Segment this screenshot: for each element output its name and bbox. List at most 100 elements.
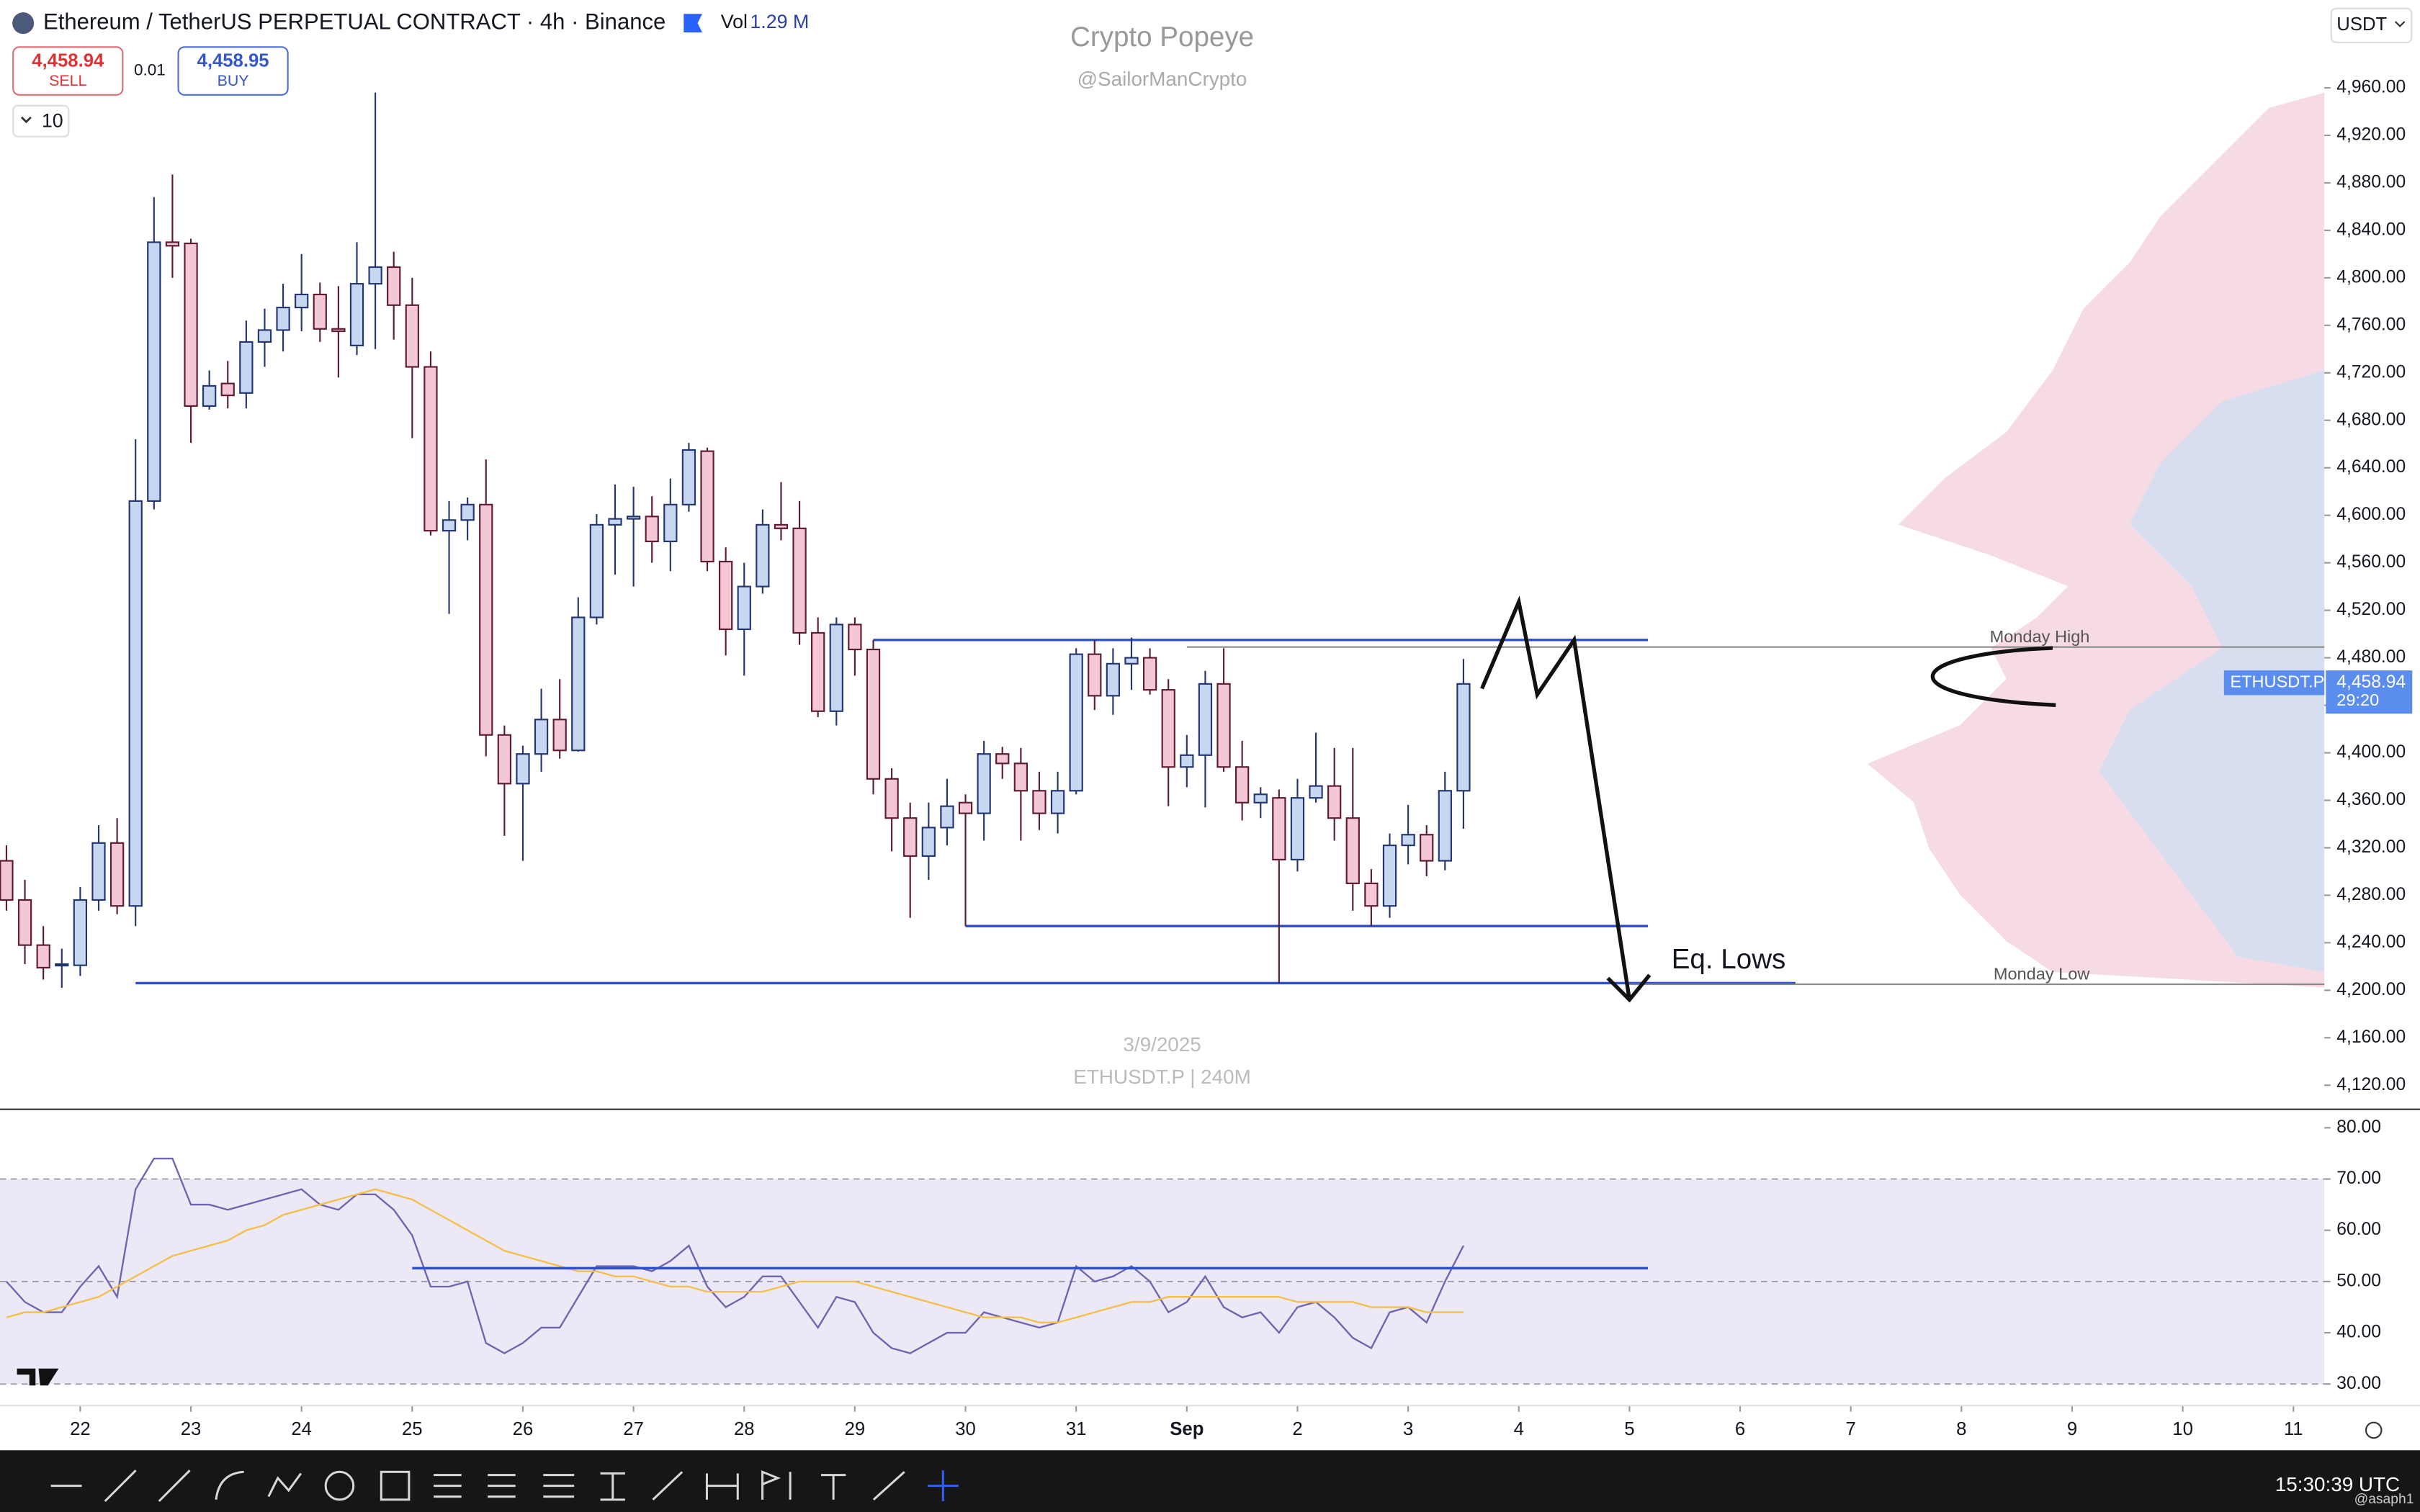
candle-body [1382,845,1397,907]
candle-body [165,241,180,247]
candle-body [1180,754,1194,768]
candle-body [1088,653,1102,697]
candle-body [424,366,438,532]
level-label: Monday Low [1994,964,2091,983]
y-tick-label: 4,920.00 [2336,125,2406,145]
y-tick-label: 4,680.00 [2336,410,2406,429]
sell-price: 4,458.94 [32,51,104,71]
candle-body [497,734,511,785]
candle-body [1420,834,1434,862]
x-tick-label: 2 [1292,1419,1302,1439]
symbol-title: Ethereum / TetherUS PERPETUAL CONTRACT ·… [43,9,666,34]
candle-body [147,241,161,502]
tool-circle[interactable] [324,1470,355,1501]
candle-body [36,944,50,969]
candle-body [1216,683,1231,768]
y-tick-label: 4,480.00 [2336,647,2406,667]
volume-profile-value-area [2099,370,2325,972]
tool-forecast[interactable] [761,1470,792,1500]
settings-icon[interactable] [2365,1421,2383,1439]
candle-body [977,753,991,814]
candle-body [700,450,714,563]
tool-rect[interactable] [380,1470,411,1501]
x-tick-label: 11 [2284,1419,2303,1439]
candle-body [349,283,364,346]
tool-lines[interactable] [543,1474,575,1498]
tool-channel[interactable] [488,1474,516,1498]
candle-body [1032,790,1047,814]
indicators-toggle[interactable] [12,104,70,138]
candle-body [534,719,549,755]
candle-body [1456,683,1471,792]
candle-body [128,500,143,907]
y-tick-label: 4,840.00 [2336,220,2406,239]
tool-crosshair[interactable] [927,1470,959,1501]
symbol-logo [12,12,35,35]
candle-body [313,293,327,330]
projection-path [1480,595,1632,1000]
y-tick-label: 4,760.00 [2336,315,2406,334]
candle-body [460,503,475,521]
y-tick-label: 4,560.00 [2336,552,2406,572]
candle-body [848,624,862,651]
y-tick-label: 40.00 [2336,1323,2381,1342]
candle-body [0,860,14,901]
spread: 0.01 [134,61,166,79]
x-tick-label: 7 [1846,1419,1856,1439]
candle-body [718,560,733,631]
candle-body [442,519,457,532]
candle-body [1234,766,1250,804]
x-tick-label: 25 [402,1419,423,1439]
x-tick-label: 8 [1956,1419,1966,1439]
candle-body [220,382,235,397]
candle-body [792,527,807,634]
candle-body [295,293,309,309]
last-price-label: 4,458.94 [2336,672,2406,692]
tool-curve[interactable] [215,1470,244,1500]
indicator-count: 10 [42,109,63,131]
candle-body [1013,762,1028,792]
buy-button[interactable] [177,46,289,96]
tool-range[interactable] [705,1473,739,1500]
candle-body [940,805,954,829]
candle-body [109,842,125,907]
tool-ray[interactable] [158,1470,191,1503]
x-tick-label: 23 [181,1419,202,1439]
x-tick-label: 28 [734,1419,755,1439]
sell-button[interactable] [12,46,124,96]
x-tick-label: 22 [70,1419,91,1439]
tool-measure[interactable] [600,1472,625,1501]
x-tick-label: 29 [845,1419,866,1439]
tool-pattern[interactable] [652,1471,684,1500]
candle-body [331,328,346,333]
last-price-tag [2326,670,2413,714]
annotation: Eq. Lows [1672,944,1786,975]
candle-body [1345,817,1360,884]
candle-body [257,329,272,343]
candle-body [921,827,936,858]
buy-label: BUY [218,72,249,89]
currency-select[interactable] [2330,7,2413,43]
tool-brush[interactable] [872,1471,905,1500]
candle-body [1142,657,1157,691]
x-tick-label: 30 [955,1419,976,1439]
candle-body [552,719,567,752]
x-tick-label: 4 [1514,1419,1524,1439]
candle-body [516,753,530,785]
candle-body [479,503,493,736]
tool-text[interactable] [821,1474,846,1500]
tool-path[interactable] [267,1472,302,1498]
candle-body [1050,790,1065,814]
tool-fib[interactable] [434,1474,462,1498]
y-tick-label: 4,240.00 [2336,932,2406,952]
candle-body [756,523,770,588]
x-tick-label: 26 [513,1419,534,1439]
buy-price: 4,458.95 [197,51,269,71]
candle-body [1106,662,1121,697]
candle-body [55,963,69,967]
toolbar-icons [50,1470,959,1503]
watermark-handle: @SailorManCrypto [1077,68,1247,90]
tool-trendline[interactable] [104,1470,137,1503]
candle-body [1198,683,1213,756]
x-tick-label: 5 [1624,1419,1634,1439]
